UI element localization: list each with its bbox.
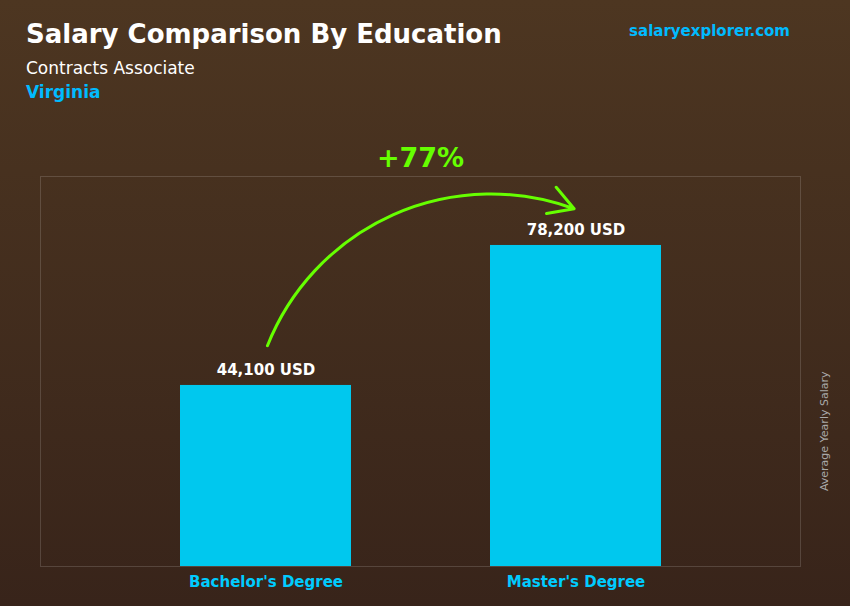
html-text:Virginia: Virginia [26, 82, 101, 102]
html-text:salaryexplorer.com: salaryexplorer.com [629, 22, 790, 40]
svg-text:44,100 USD: 44,100 USD [217, 361, 316, 379]
svg-text:Master's Degree: Master's Degree [507, 573, 646, 591]
svg-text:78,200 USD: 78,200 USD [527, 221, 626, 239]
html-text:Contracts Associate: Contracts Associate [26, 58, 195, 78]
svg-text:Bachelor's Degree: Bachelor's Degree [189, 573, 343, 591]
html-text:Salary Comparison By Education: Salary Comparison By Education [26, 19, 502, 49]
svg-text:Average Yearly Salary: Average Yearly Salary [818, 371, 831, 491]
svg-text:+77%: +77% [377, 142, 464, 173]
